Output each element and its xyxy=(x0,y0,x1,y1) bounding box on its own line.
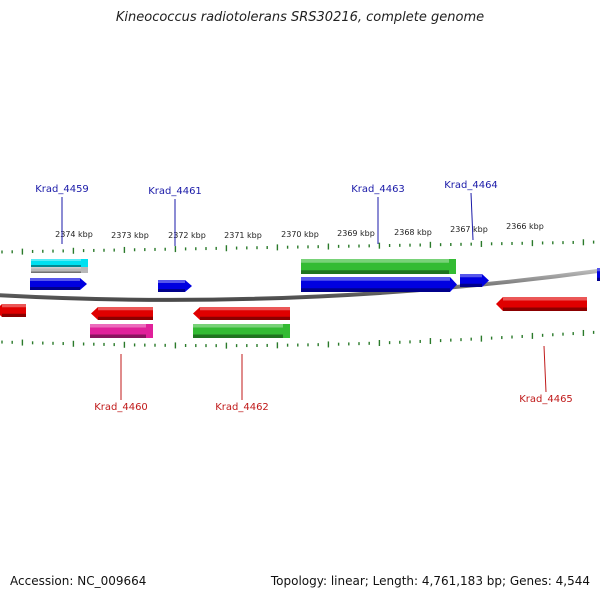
gene-arrow[interactable] xyxy=(31,267,88,273)
gene-arrow[interactable] xyxy=(90,324,153,338)
leader-line xyxy=(470,192,474,241)
gene-arrow[interactable] xyxy=(193,307,290,320)
leader-line xyxy=(543,345,547,393)
gene-label-top[interactable]: Krad_4463 xyxy=(351,184,405,195)
accession-text: Accession: NC_009664 xyxy=(10,574,147,588)
gene-arrow[interactable] xyxy=(0,304,26,317)
gene-label-top[interactable]: Krad_4461 xyxy=(148,186,202,197)
kbp-label: 2368 kbp xyxy=(394,228,432,237)
topology-stats: Topology: linear; Length: 4,761,183 bp; … xyxy=(270,574,590,588)
kbp-label: 2367 kbp xyxy=(450,225,488,234)
gene-arrow[interactable] xyxy=(460,274,489,287)
gene-arrow[interactable] xyxy=(158,280,192,292)
map-title: Kineococcus radiotolerans SRS30216, comp… xyxy=(115,10,485,25)
gene-label-top[interactable]: Krad_4464 xyxy=(444,180,498,191)
gene-arrow[interactable] xyxy=(91,307,153,320)
gene-label-bottom[interactable]: Krad_4460 xyxy=(94,402,148,413)
ticks-outer xyxy=(1,239,595,255)
gene-arrow[interactable] xyxy=(301,259,456,274)
kbp-label: 2371 kbp xyxy=(224,231,262,240)
genome-backbone xyxy=(0,268,600,302)
kbp-label: 2374 kbp xyxy=(55,230,93,239)
gene-arrow[interactable] xyxy=(30,278,87,290)
gene-arrow[interactable] xyxy=(597,268,600,281)
ticks-inner xyxy=(1,329,595,349)
label-layer: 2374 kbp 2373 kbp 2372 kbp 2371 kbp 2370 kbp… xyxy=(35,180,573,413)
gene-label-bottom[interactable]: Krad_4462 xyxy=(215,402,269,413)
kbp-label: 2366 kbp xyxy=(506,222,544,231)
gene-arrow[interactable] xyxy=(193,324,290,338)
gene-arrow[interactable] xyxy=(301,277,457,292)
kbp-label: 2372 kbp xyxy=(168,231,206,240)
gene-label-bottom[interactable]: Krad_4465 xyxy=(519,394,573,405)
gene-arrow[interactable] xyxy=(496,297,587,311)
gene-arrow[interactable] xyxy=(31,259,88,267)
kbp-label: 2370 kbp xyxy=(281,230,319,239)
kbp-label: 2373 kbp xyxy=(111,231,149,240)
kbp-label: 2369 kbp xyxy=(337,229,375,238)
gene-label-top[interactable]: Krad_4459 xyxy=(35,184,89,195)
gene-features xyxy=(0,259,600,338)
